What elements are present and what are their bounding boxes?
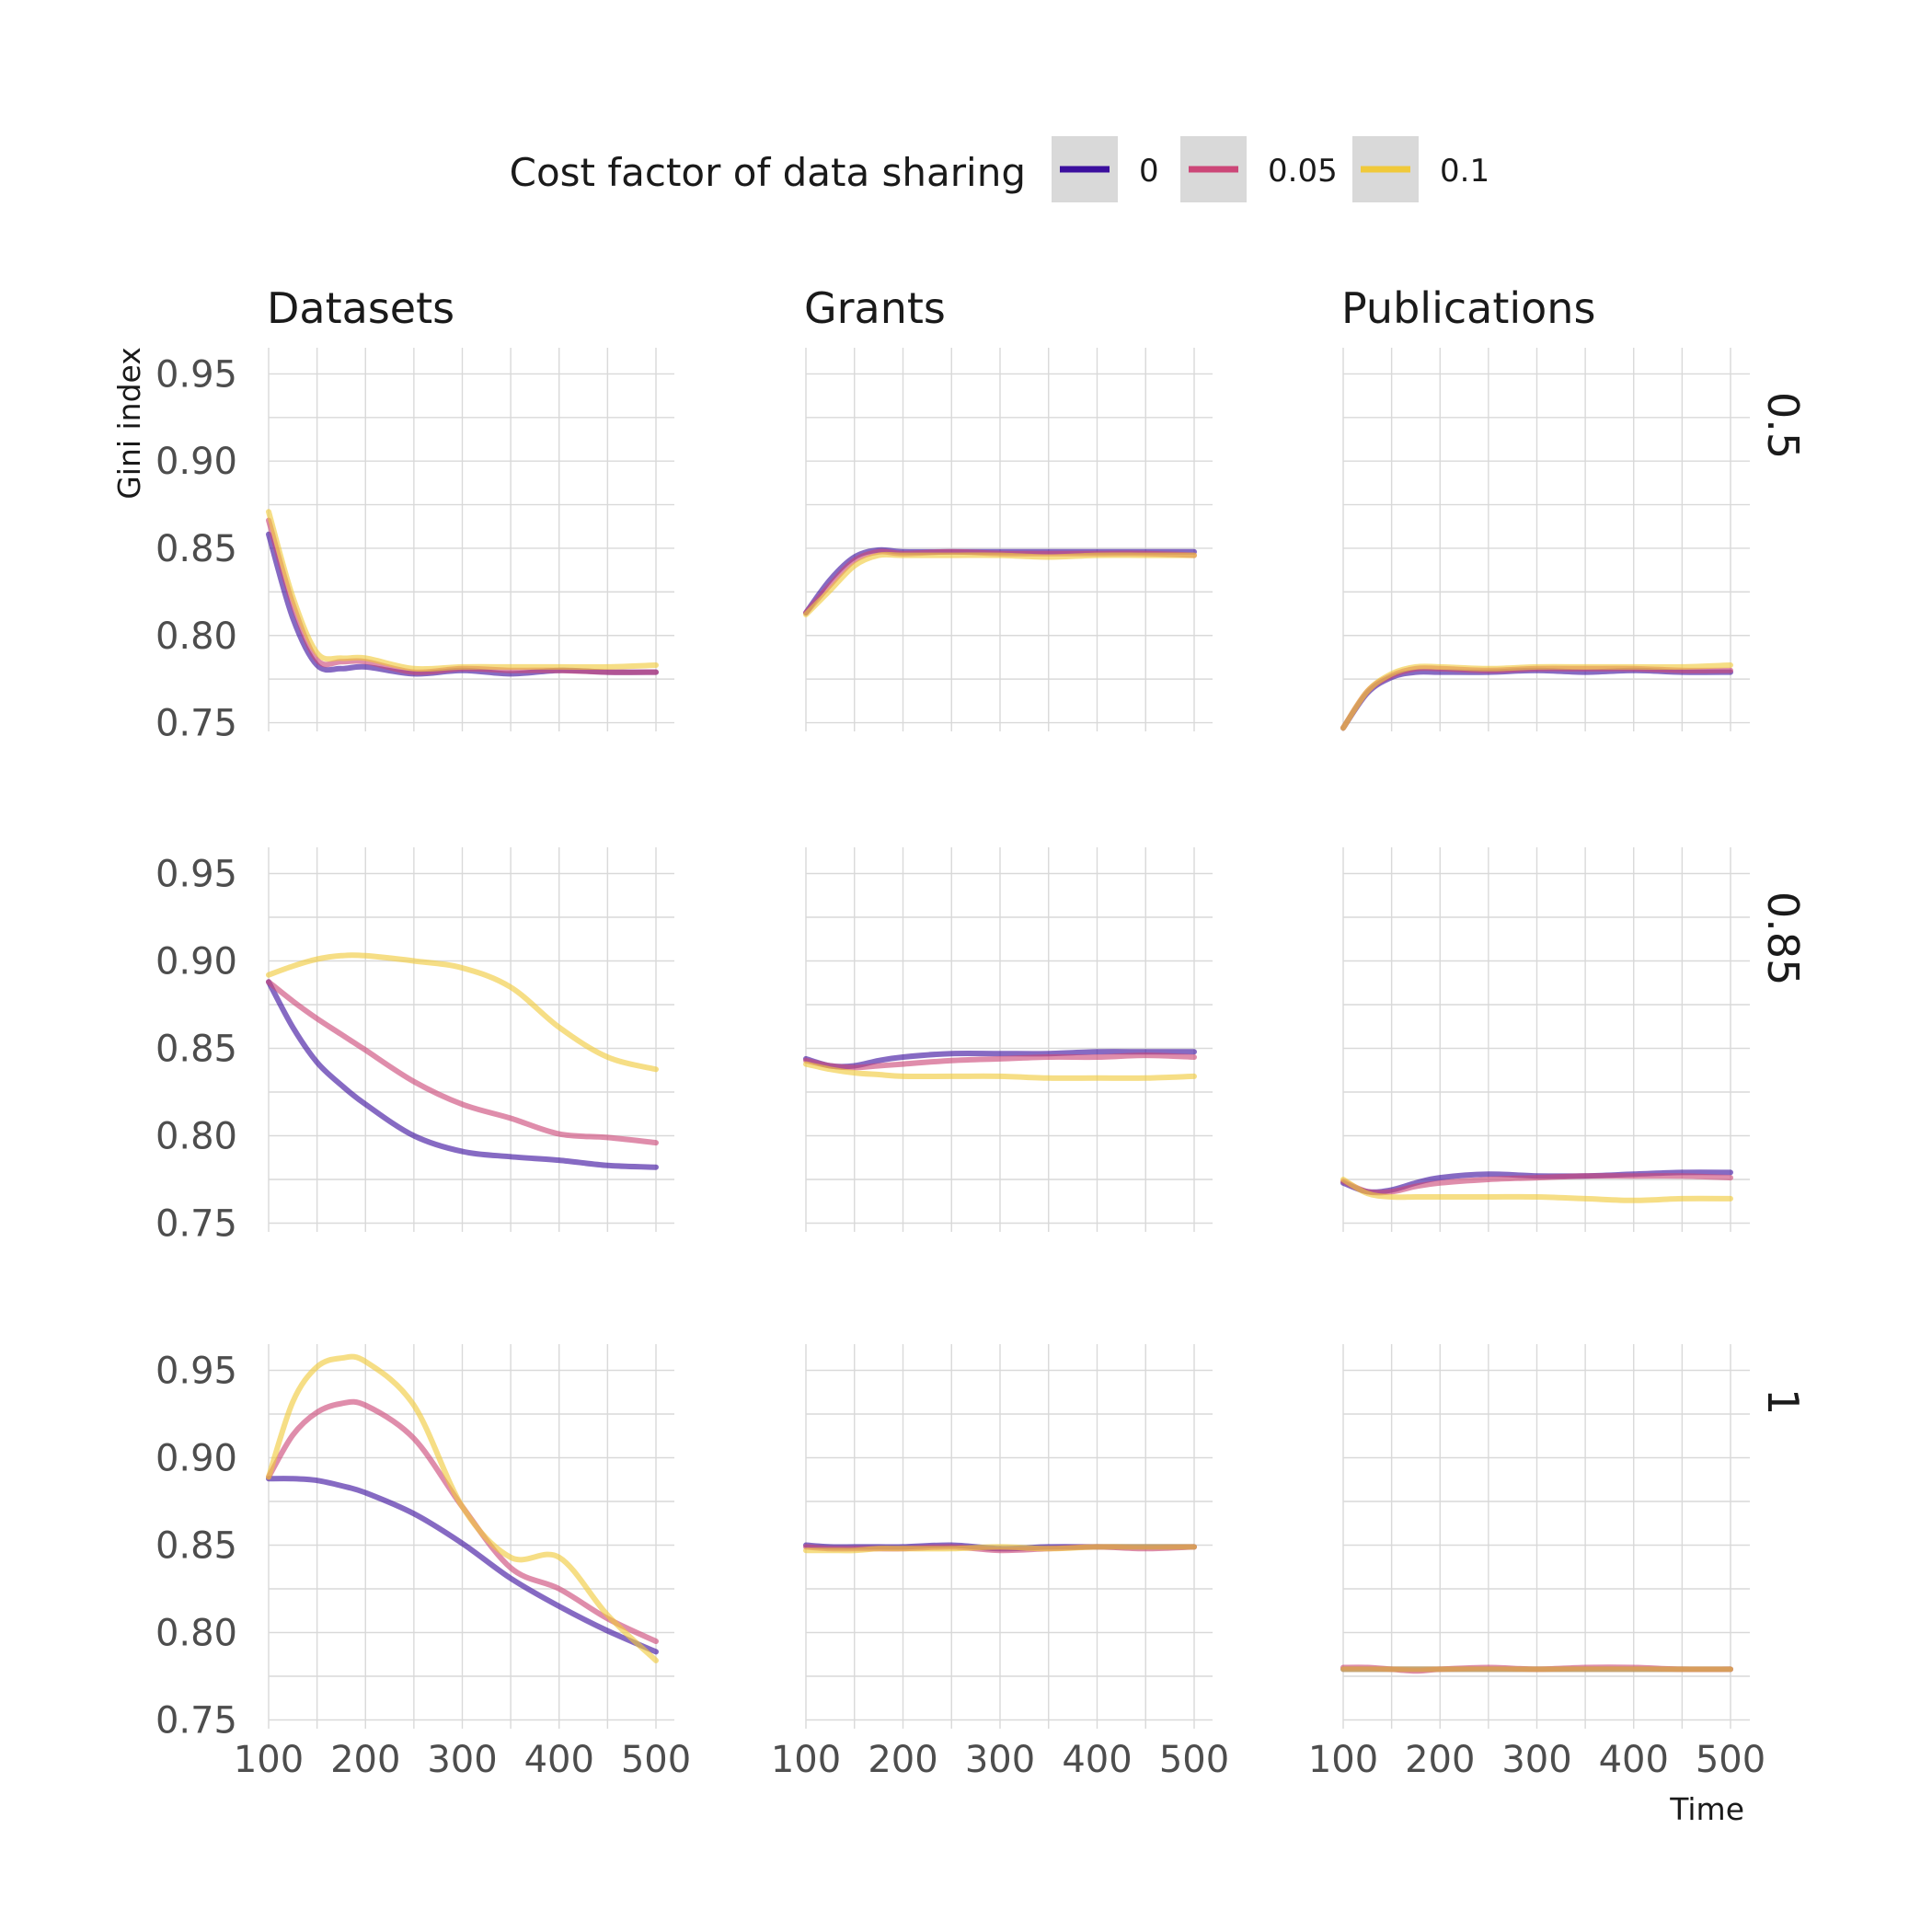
y-tick-label: 0.75 bbox=[155, 1700, 237, 1742]
series-line-0.1 bbox=[803, 1061, 1197, 1081]
facet-panel bbox=[1340, 348, 1750, 731]
series-line-0.1 bbox=[1340, 1177, 1733, 1203]
y-tick-label: 0.90 bbox=[155, 1438, 237, 1480]
x-tick-label: 500 bbox=[1696, 1739, 1765, 1781]
series-line-0.05 bbox=[266, 1398, 659, 1644]
x-tick-label: 300 bbox=[1501, 1739, 1571, 1781]
legend: Cost factor of data sharing 0 0.05 0.1 bbox=[510, 136, 1489, 202]
legend-item: 0.1 bbox=[1352, 136, 1489, 202]
facet-row-label: 0.85 bbox=[1758, 891, 1808, 985]
facet-panel: 0.75 0.80 0.85 0.90 0.95 bbox=[155, 847, 674, 1246]
y-tick-label: 0.85 bbox=[155, 1525, 237, 1568]
series-line-0.05 bbox=[1340, 1173, 1733, 1196]
y-tick-label: 0.95 bbox=[155, 854, 237, 896]
y-tick-label: 0.80 bbox=[155, 615, 237, 658]
x-tick-label: 300 bbox=[965, 1739, 1035, 1781]
x-tick-label: 300 bbox=[427, 1739, 497, 1781]
x-tick-label: 500 bbox=[621, 1739, 691, 1781]
facet-panel: 0.75 0.80 0.85 0.90 0.95 bbox=[155, 348, 674, 745]
y-tick-label: 0.85 bbox=[155, 1029, 237, 1071]
facet-panel bbox=[803, 348, 1213, 731]
legend-label: 0.05 bbox=[1268, 153, 1338, 190]
x-tick-label: 200 bbox=[330, 1739, 400, 1781]
series-line-0.05 bbox=[803, 1052, 1197, 1071]
facet-panel bbox=[803, 847, 1213, 1232]
x-tick-label: 100 bbox=[771, 1739, 841, 1781]
legend-label: 0 bbox=[1139, 153, 1159, 190]
y-axis-title: Gini index bbox=[111, 347, 147, 500]
facet-panel: 0.75 0.80 0.85 0.90 0.95 100 200 300 400 500 bbox=[155, 1344, 691, 1781]
y-tick-label: 0.80 bbox=[155, 1613, 237, 1655]
series-line-0.1 bbox=[803, 551, 1197, 617]
series-line-0.1 bbox=[803, 1544, 1197, 1554]
facet-panels: 0.75 0.80 0.85 0.90 0.95 0.75 0.80 0.85 0.90 0.95… bbox=[155, 348, 1765, 1781]
y-tick-label: 0.85 bbox=[155, 528, 237, 570]
x-tick-label: 200 bbox=[868, 1739, 937, 1781]
y-tick-label: 0.95 bbox=[155, 353, 237, 396]
legend-title: Cost factor of data sharing bbox=[510, 150, 1026, 195]
facet-panel: 100 200 300 400 500 bbox=[1308, 1344, 1765, 1781]
legend-label: 0.1 bbox=[1440, 153, 1489, 190]
x-tick-label: 400 bbox=[1599, 1739, 1669, 1781]
series-line-0.1 bbox=[266, 1353, 659, 1663]
facet-column-label: Datasets bbox=[267, 283, 454, 333]
y-tick-label: 0.90 bbox=[155, 441, 237, 483]
x-axis-title: Time bbox=[1669, 1791, 1744, 1827]
x-tick-label: 400 bbox=[524, 1739, 594, 1781]
facet-row-label: 0.5 bbox=[1758, 392, 1808, 459]
series-line-0.1 bbox=[1340, 662, 1733, 731]
legend-item: 0.05 bbox=[1180, 136, 1338, 202]
facet-row-label: 1 bbox=[1758, 1388, 1808, 1415]
series-line-0.05 bbox=[266, 517, 659, 675]
x-tick-label: 500 bbox=[1159, 1739, 1229, 1781]
facet-panel bbox=[1340, 847, 1750, 1232]
facet-column-label: Grants bbox=[804, 283, 946, 333]
x-tick-label: 400 bbox=[1062, 1739, 1132, 1781]
series-line-0.1 bbox=[266, 509, 659, 673]
x-tick-label: 100 bbox=[1308, 1739, 1378, 1781]
legend-item: 0 bbox=[1052, 136, 1159, 202]
y-tick-label: 0.80 bbox=[155, 1116, 237, 1158]
facet-panel: 100 200 300 400 500 bbox=[771, 1344, 1229, 1781]
y-tick-label: 0.90 bbox=[155, 941, 237, 983]
y-tick-label: 0.75 bbox=[155, 703, 237, 745]
series-line-0.05 bbox=[266, 979, 659, 1146]
series-line-0 bbox=[266, 979, 659, 1170]
facet-column-label: Publications bbox=[1341, 283, 1595, 333]
y-tick-label: 0.95 bbox=[155, 1351, 237, 1393]
x-tick-label: 200 bbox=[1405, 1739, 1475, 1781]
facet-strips: Datasets Grants Publications 0.5 0.85 1 bbox=[267, 283, 1808, 1415]
x-tick-label: 100 bbox=[234, 1739, 304, 1781]
series-line-0.1 bbox=[266, 952, 659, 1073]
y-tick-label: 0.75 bbox=[155, 1203, 237, 1246]
series-line-0 bbox=[266, 1476, 659, 1655]
